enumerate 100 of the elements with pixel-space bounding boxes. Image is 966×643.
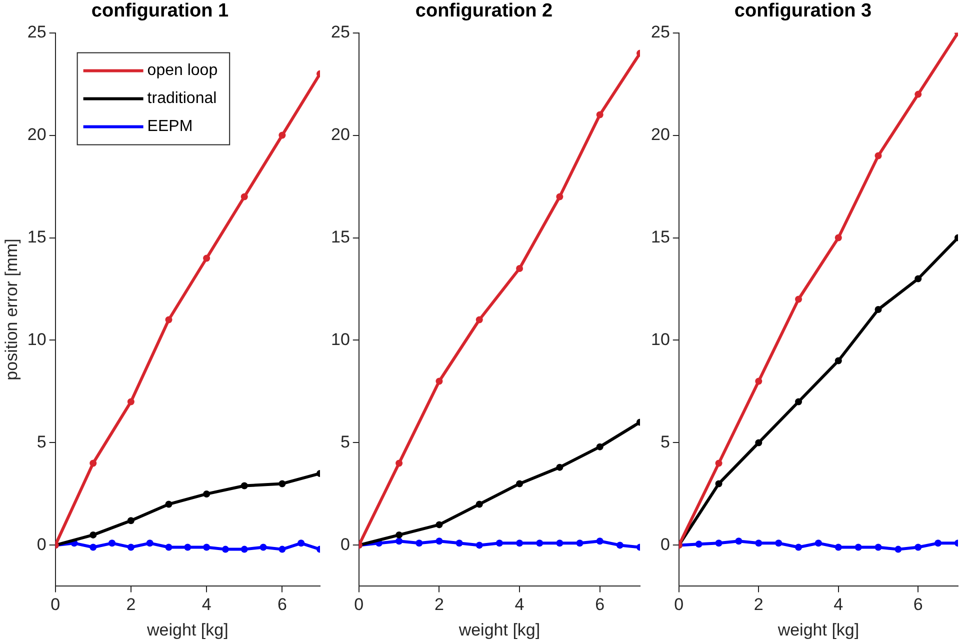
point <box>755 378 762 385</box>
point <box>556 464 564 471</box>
point <box>165 316 172 324</box>
y-tick-label: 25 <box>650 22 670 42</box>
y-tick-label: 15 <box>27 227 46 246</box>
point <box>715 480 722 488</box>
point <box>556 193 564 200</box>
y-tick-label: 5 <box>36 432 46 452</box>
point <box>278 132 286 139</box>
point <box>476 500 483 508</box>
point <box>775 540 782 547</box>
point <box>222 546 229 553</box>
point <box>476 542 483 549</box>
point <box>436 538 443 545</box>
point <box>90 544 97 551</box>
point <box>795 398 802 406</box>
point <box>715 540 722 547</box>
point <box>90 531 97 538</box>
point <box>127 544 134 551</box>
point <box>914 275 922 282</box>
point <box>516 265 524 272</box>
point <box>436 521 443 528</box>
point <box>165 500 172 508</box>
legend-label: EEPM <box>147 118 193 136</box>
y-tick-label: 20 <box>330 124 350 144</box>
point <box>596 443 604 450</box>
y-tick-label: 15 <box>650 227 670 246</box>
point <box>834 234 842 242</box>
point <box>396 538 403 545</box>
x-tick-label: 6 <box>277 595 287 614</box>
x-tick-label: 0 <box>50 595 60 614</box>
point <box>516 540 524 547</box>
y-tick-label: 20 <box>27 124 46 144</box>
point <box>874 544 882 551</box>
y-tick-label: 20 <box>650 124 670 144</box>
point <box>576 540 584 547</box>
y-tick-label: 5 <box>660 432 670 452</box>
chart-title: configuration 2 <box>415 0 553 22</box>
point <box>914 544 922 551</box>
x-tick-label: 0 <box>354 595 364 614</box>
point <box>108 540 116 547</box>
point <box>278 546 286 553</box>
point <box>240 193 248 200</box>
y-tick-label: 10 <box>650 330 670 349</box>
point <box>874 306 882 313</box>
y-tick-label: 10 <box>330 330 350 349</box>
point <box>127 517 134 524</box>
point <box>127 398 134 406</box>
point <box>596 538 604 545</box>
x-tick-label: 4 <box>834 595 844 614</box>
x-axis-title: weight [kg] <box>458 620 540 640</box>
y-tick-label: 0 <box>36 534 46 554</box>
x-tick-label: 0 <box>674 595 684 614</box>
point <box>695 540 702 548</box>
legend-label: traditional <box>147 90 217 108</box>
y-tick-label: 15 <box>330 227 350 246</box>
point <box>834 544 842 551</box>
point <box>596 111 604 118</box>
point <box>436 378 443 385</box>
chart-title: configuration 3 <box>734 0 872 22</box>
point <box>735 538 742 545</box>
x-tick-label: 6 <box>595 595 605 614</box>
point <box>476 316 483 324</box>
x-tick-label: 2 <box>126 595 136 614</box>
point <box>278 480 286 488</box>
point <box>496 540 503 547</box>
point <box>146 540 154 547</box>
y-tick-label: 0 <box>660 534 670 554</box>
y-tick-label: 25 <box>27 22 46 42</box>
x-axis-title: weight [kg] <box>776 620 860 640</box>
x-tick-label: 2 <box>754 595 764 614</box>
x-axis-title: weight [kg] <box>146 620 228 640</box>
point <box>165 544 172 551</box>
point <box>715 460 722 467</box>
legend-label: open loop <box>147 62 218 80</box>
chart-title: configuration 1 <box>91 0 230 22</box>
point <box>203 544 210 551</box>
point <box>556 540 564 547</box>
point <box>755 540 762 547</box>
point <box>240 482 248 490</box>
point <box>396 531 403 538</box>
point <box>456 540 463 547</box>
y-tick-label: 25 <box>330 22 350 42</box>
point <box>203 490 210 498</box>
point <box>874 152 882 160</box>
point <box>203 254 210 262</box>
y-axis-title: position error [mm] <box>2 238 21 380</box>
point <box>914 90 922 98</box>
point <box>516 480 524 488</box>
point <box>894 546 902 553</box>
point <box>755 439 762 446</box>
point <box>416 540 423 547</box>
point <box>795 296 802 303</box>
point <box>934 540 942 547</box>
point <box>396 460 403 467</box>
x-tick-label: 4 <box>202 595 212 614</box>
point <box>184 544 192 551</box>
point <box>616 542 624 549</box>
y-tick-label: 0 <box>340 534 350 554</box>
point <box>90 460 97 467</box>
